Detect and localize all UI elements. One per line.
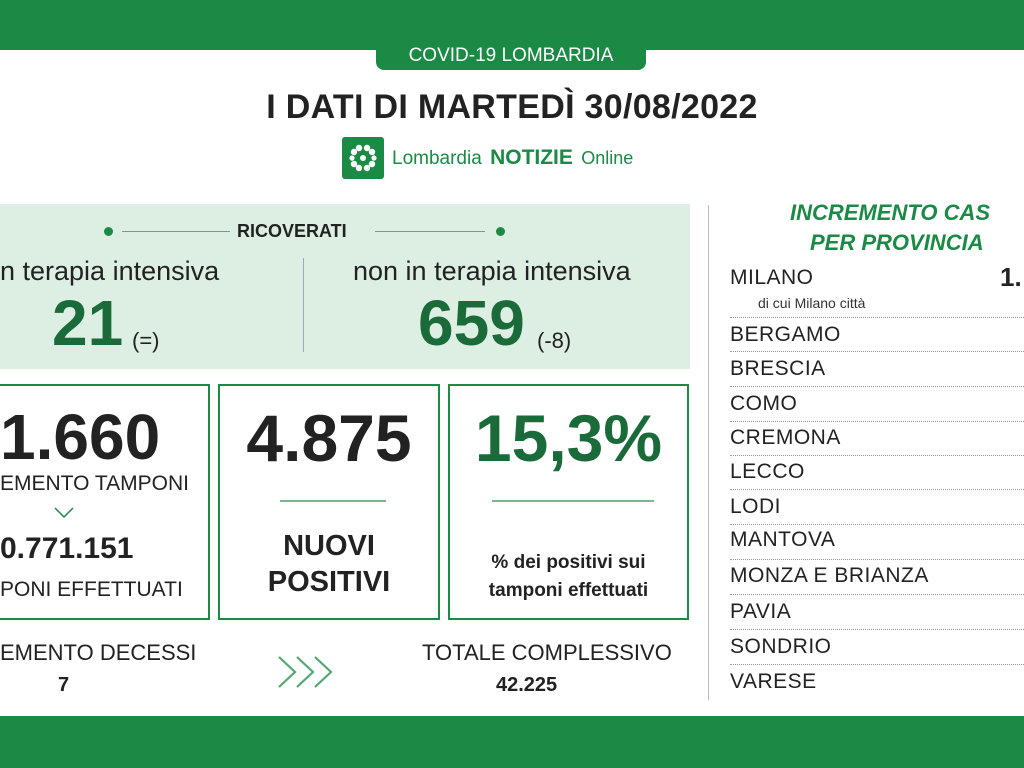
divider-dot xyxy=(496,227,505,236)
positivity-value: 15,3% xyxy=(474,401,663,475)
province-name: BERGAMO xyxy=(730,323,841,346)
province-subtitle: di cui Milano città xyxy=(758,295,866,311)
top-banner xyxy=(0,0,1024,50)
deaths-label: EMENTO DECESSI xyxy=(0,640,197,665)
province-name: SONDRIO xyxy=(730,635,832,658)
divider-line xyxy=(492,500,654,502)
tests-total-label: PONI EFFETTUATI xyxy=(0,578,183,601)
province-row: MONZA E BRIANZA xyxy=(730,560,1024,595)
hospitalized-label: RICOVERATI xyxy=(237,221,347,241)
hospitalized-header: RICOVERATI xyxy=(0,220,690,242)
province-value: 1. xyxy=(1000,262,1022,292)
new-positives-label-1: NUOVI xyxy=(283,530,375,562)
positivity-label-1: % dei positivi sui xyxy=(491,552,646,573)
hospitalized-panel xyxy=(0,204,690,369)
tests-card xyxy=(0,384,210,620)
triple-chevron-right-icon xyxy=(275,653,341,691)
province-name: LODI xyxy=(730,495,782,518)
province-name: PAVIA xyxy=(730,600,792,623)
divider-line xyxy=(122,231,230,232)
positivity-card xyxy=(448,384,689,620)
icu-delta: (=) xyxy=(132,328,160,353)
tests-total: 0.771.151 xyxy=(0,532,134,565)
new-positives-value: 4.875 xyxy=(246,401,412,475)
province-row: LODI xyxy=(730,490,1024,525)
province-row: CREMONA xyxy=(730,422,1024,456)
positivity-label-2: tamponi effettuati xyxy=(488,580,649,601)
total-deaths-value: 42.225 xyxy=(496,674,558,696)
divider-line xyxy=(280,500,386,502)
province-row: COMO xyxy=(730,387,1024,422)
province-name: MONZA E BRIANZA xyxy=(730,564,929,587)
page-title: I DATI DI MARTEDÌ 30/08/2022 xyxy=(266,88,758,126)
province-name: COMO xyxy=(730,392,798,415)
provinces-title-1: INCREMENTO CAS xyxy=(790,200,991,225)
brand-name: Lombardia NOTIZIE Online xyxy=(392,146,634,169)
divider-line xyxy=(375,231,485,232)
total-deaths-label: TOTALE COMPLESSIVO xyxy=(422,640,672,665)
province-name: MILANO xyxy=(730,266,814,289)
new-positives-card xyxy=(218,384,440,620)
non-icu-delta: (-8) xyxy=(537,328,572,353)
province-name: MANTOVA xyxy=(730,528,836,551)
tests-label: EMENTO TAMPONI xyxy=(0,472,190,495)
province-row: LECCO xyxy=(730,456,1024,490)
divider-dot xyxy=(104,227,113,236)
provinces-title-2: PER PROVINCIA xyxy=(810,230,984,255)
non-icu-label: non in terapia intensiva xyxy=(353,256,631,286)
province-name: CREMONA xyxy=(730,426,841,449)
province-row: VARESE xyxy=(730,665,1024,699)
province-row-milano: MILANO di cui Milano città 1. xyxy=(730,262,1024,318)
panel-divider xyxy=(708,205,709,700)
tests-value: 1.660 xyxy=(0,401,161,473)
province-row: PAVIA xyxy=(730,595,1024,630)
province-row: BRESCIA xyxy=(730,352,1024,387)
province-name: BRESCIA xyxy=(730,357,826,380)
new-positives-label-2: POSITIVI xyxy=(267,566,391,598)
icu-label: n terapia intensiva xyxy=(0,256,220,286)
non-icu-value: 659 xyxy=(418,287,525,359)
deaths-value: 7 xyxy=(58,674,70,696)
icu-value: 21 xyxy=(52,287,124,359)
lombardia-rosa-camuna-icon xyxy=(342,137,384,179)
chevron-down-icon xyxy=(54,506,74,524)
brand-logo: Lombardia NOTIZIE Online xyxy=(342,137,633,179)
column-divider xyxy=(303,258,304,352)
province-row: SONDRIO xyxy=(730,630,1024,665)
province-name: LECCO xyxy=(730,460,805,483)
province-row: BERGAMO xyxy=(730,318,1024,352)
bottom-banner xyxy=(0,716,1024,768)
province-name: VARESE xyxy=(730,670,817,693)
region-badge: COVID-19 LOMBARDIA xyxy=(376,42,646,70)
province-row: MANTOVA xyxy=(730,525,1024,560)
